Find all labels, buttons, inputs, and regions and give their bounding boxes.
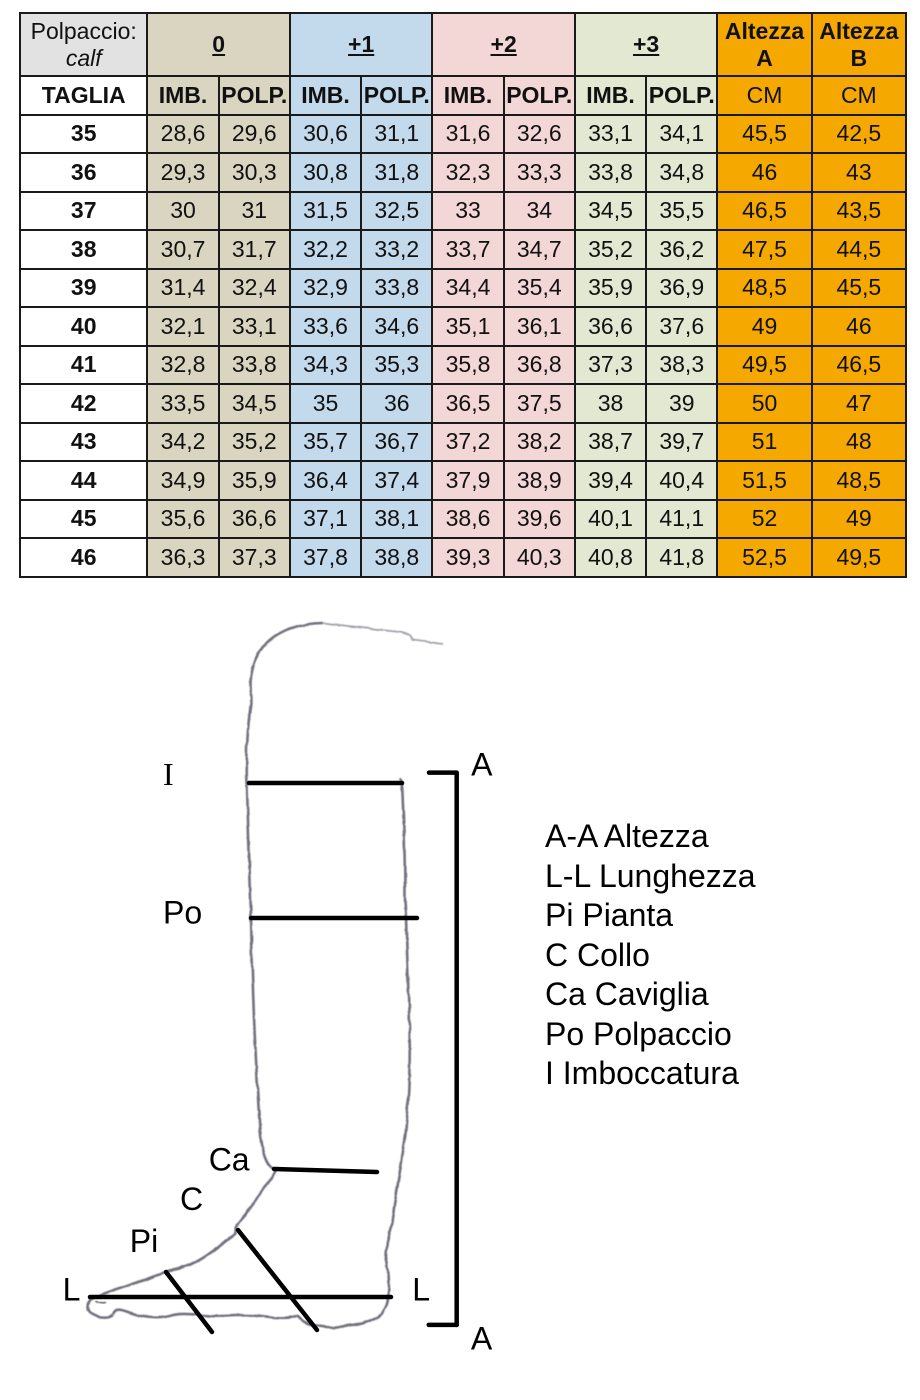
svg-text:A: A — [471, 1321, 493, 1357]
svg-text:C: C — [180, 1181, 203, 1217]
svg-text:Ca: Ca — [209, 1142, 250, 1178]
svg-text:Pi: Pi — [130, 1223, 158, 1259]
svg-text:L: L — [63, 1272, 81, 1308]
svg-text:I: I — [163, 756, 174, 792]
svg-text:L: L — [412, 1272, 430, 1308]
svg-text:Po: Po — [163, 894, 202, 930]
svg-text:A: A — [471, 747, 493, 783]
